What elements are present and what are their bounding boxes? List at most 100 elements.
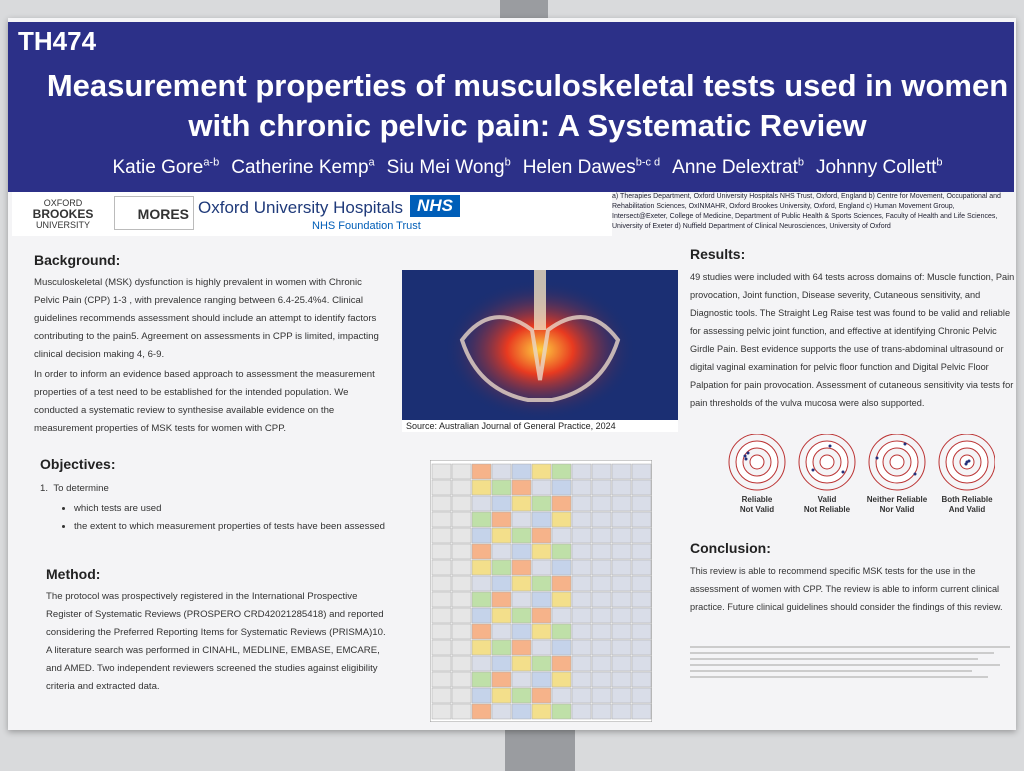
- table-cell: [511, 655, 532, 672]
- table-cell: [551, 543, 572, 560]
- table-cell: [591, 543, 612, 560]
- author: Katie Gorea-b: [112, 157, 219, 178]
- table-cell: [491, 703, 512, 720]
- affiliations: a) Therapies Department, Oxford Universi…: [612, 193, 1001, 230]
- table-cell: [531, 495, 552, 512]
- table-cell: [531, 623, 552, 640]
- logo-text: OXFORD: [43, 198, 83, 208]
- table-cell: [511, 607, 532, 624]
- table-cell: [451, 543, 472, 560]
- table-cell: [431, 703, 452, 720]
- section-heading: Objectives:: [40, 456, 116, 472]
- table-cell: [551, 463, 572, 480]
- table-cell: [631, 591, 652, 608]
- table-cell: [471, 527, 492, 544]
- table-cell: [451, 559, 472, 576]
- table-cell: [531, 591, 552, 608]
- table-cell: [531, 543, 552, 560]
- list-intro: To determine: [53, 483, 109, 494]
- list-number: 1.: [40, 483, 49, 494]
- table-cell: [471, 463, 492, 480]
- target-label: Neither Reliable: [867, 495, 928, 504]
- conclusion-section: Conclusion: This review is able to recom…: [690, 540, 1010, 616]
- author-affiliation: b: [504, 157, 511, 169]
- table-cell: [611, 479, 632, 496]
- table-cell: [431, 543, 452, 560]
- author-affiliation: a: [368, 157, 375, 169]
- table-cell: [451, 591, 472, 608]
- target-label: Not Reliable: [804, 505, 851, 514]
- table-cell: [491, 511, 512, 528]
- table-cell: [511, 639, 532, 656]
- caption-bg: [402, 420, 678, 432]
- table-cell: [451, 607, 472, 624]
- table-cell: [431, 479, 452, 496]
- table-cell: [531, 607, 552, 624]
- stand-base: [505, 730, 575, 771]
- table-cell: [431, 591, 452, 608]
- table-cell: [471, 655, 492, 672]
- table-cell: [511, 703, 532, 720]
- table-cell: [571, 623, 592, 640]
- pelvis-image: Source: Australian Journal of General Pr…: [402, 270, 678, 432]
- author-affiliation: b-c d: [635, 157, 661, 169]
- author: Helen Dawesb-c d: [523, 157, 660, 178]
- table-cell: [591, 687, 612, 704]
- table-cell: [551, 703, 572, 720]
- references: [690, 640, 1010, 682]
- table-cell: [591, 639, 612, 656]
- table-cell: [471, 607, 492, 624]
- table-cell: [571, 463, 592, 480]
- table-cell: [471, 543, 492, 560]
- table-cell: [551, 575, 572, 592]
- table-cell: [611, 575, 632, 592]
- table-cell: [471, 559, 492, 576]
- table-cell: [611, 655, 632, 672]
- table-cell: [611, 543, 632, 560]
- table-cell: [491, 623, 512, 640]
- table-cell: [531, 639, 552, 656]
- table-cell: [491, 559, 512, 576]
- paragraph: This review is able to recommend specifi…: [690, 566, 1003, 612]
- table-cell: [571, 655, 592, 672]
- table-cell: [451, 671, 472, 688]
- table-cell: [611, 463, 632, 480]
- brookes-logo: OXFORD BROOKES UNIVERSITY: [18, 198, 108, 231]
- table-cell: [551, 687, 572, 704]
- table-cell: [591, 623, 612, 640]
- table-cell: [511, 463, 532, 480]
- paragraph: The protocol was prospectively registere…: [46, 591, 386, 692]
- table-cell: [511, 511, 532, 528]
- table-cell: [631, 655, 652, 672]
- table-cell: [591, 479, 612, 496]
- table-cell: [631, 575, 652, 592]
- table-cell: [551, 527, 572, 544]
- author: Siu Mei Wongb: [387, 157, 511, 178]
- table-cell: [591, 671, 612, 688]
- table-cell: [531, 687, 552, 704]
- table-cell: [631, 543, 652, 560]
- table-cell: [431, 463, 452, 480]
- objectives-section: Objectives: 1. To determine which tests …: [40, 456, 390, 536]
- table-cell: [451, 639, 472, 656]
- table-cell: [511, 591, 532, 608]
- target-label: Both Reliable: [941, 495, 993, 504]
- target-dot: [744, 457, 748, 461]
- author-affiliation: b: [797, 157, 804, 169]
- logo-strip: OXFORD BROOKES UNIVERSITY MORES Oxford U…: [12, 192, 612, 236]
- table-cell: [591, 575, 612, 592]
- poster-code: TH474: [18, 26, 97, 56]
- table-cell: [551, 607, 572, 624]
- table-cell: [491, 591, 512, 608]
- method-section: Method: The protocol was prospectively r…: [46, 566, 391, 696]
- table-cell: [571, 591, 592, 608]
- author: Anne Delextratb: [672, 157, 804, 178]
- image-caption: Source: Australian Journal of General Pr…: [406, 421, 616, 431]
- table-cell: [531, 559, 552, 576]
- target-label: Valid: [818, 495, 837, 504]
- table-cell: [551, 591, 572, 608]
- table-cell: [511, 687, 532, 704]
- table-cell: [491, 575, 512, 592]
- table-cell: [551, 479, 572, 496]
